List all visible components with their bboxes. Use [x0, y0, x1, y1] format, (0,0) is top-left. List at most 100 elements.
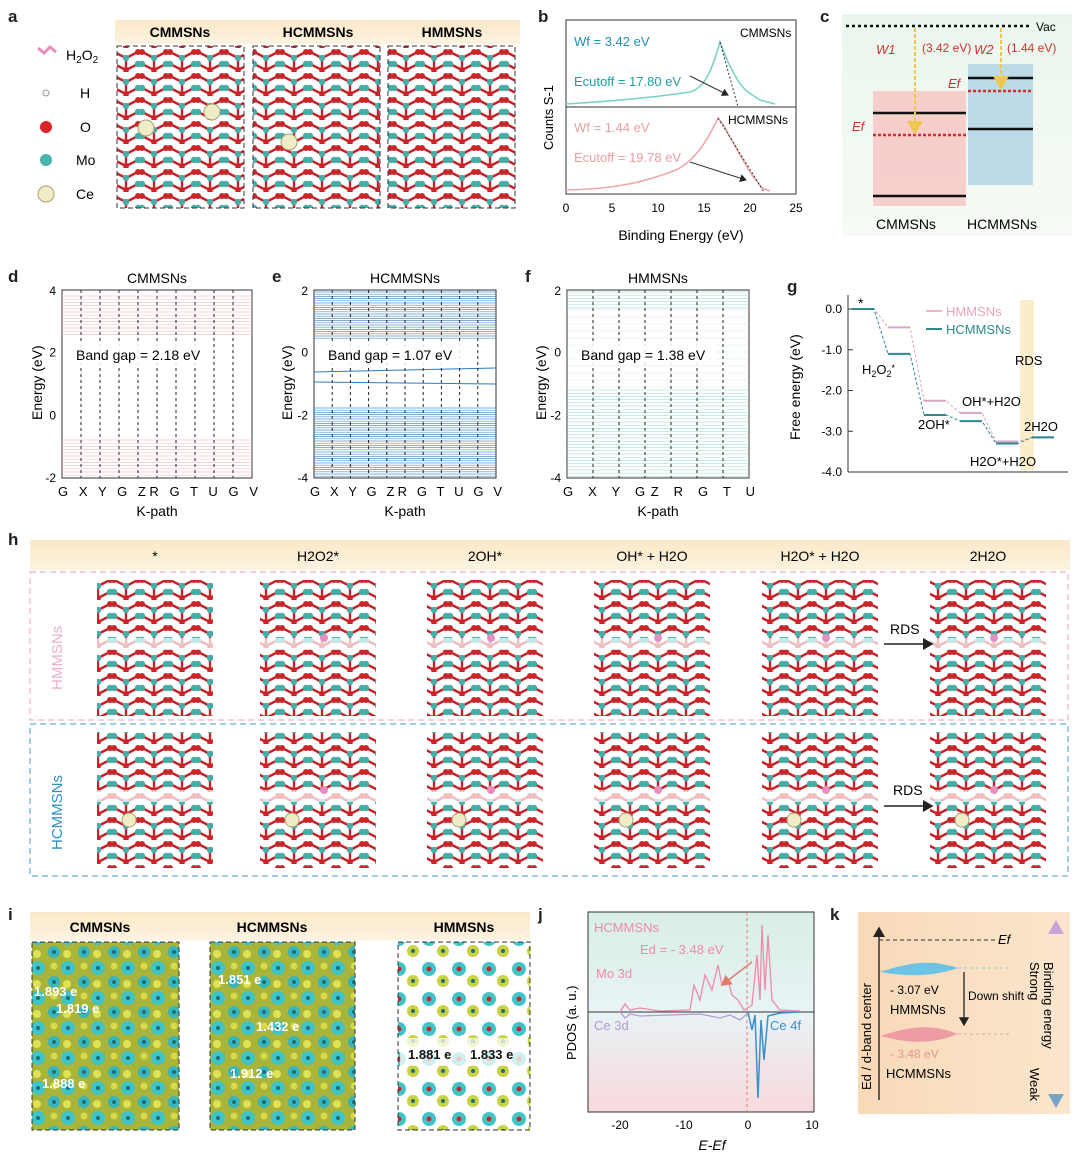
structure-hcmmsns: [252, 45, 381, 209]
panel-j: HCMMSNs Ed = - 3.48 eV Mo 3d Ce 3d Ce 4f…: [564, 911, 819, 1153]
ups-x-ticks: 0 5 10 15 20 25: [563, 201, 803, 215]
charge-header-1: CMMSNs: [70, 919, 131, 935]
panel-letter-k: k: [830, 905, 840, 924]
pdos-label-ce3d: Ce 3d: [594, 1018, 629, 1033]
interlayer-gap: [762, 638, 878, 650]
dband-ef-label: Ef: [998, 932, 1012, 947]
band-kpath-labels: G X Y G ZR G T U G V: [310, 484, 502, 499]
dband-weak-label: Weak: [1027, 1068, 1042, 1101]
w1-value: (3.42 eV): [922, 41, 971, 55]
g-y-tick: -4.0: [821, 465, 842, 479]
band-panel-cmmsns: CMMSNs Band gap = 2.18 eV 4 2 0 -2G X Y G ZR …: [29, 270, 258, 519]
ups-cutoff-hcmmsns: Ecutoff = 19.78 eV: [574, 150, 681, 165]
pdos-label-ce4f: Ce 4f: [770, 1018, 801, 1033]
pathway-step-label: H2O2*: [297, 548, 340, 564]
panel-i: CMMSNs HCMMSNs HMMSNs 1.893 e 1.819 e 1.…: [30, 912, 531, 1131]
panel-a: CMMSNs HCMMSNs HMMSNs H2O2 H O Mo Ce: [37, 20, 520, 209]
ed-arrow: [720, 961, 753, 986]
band-y-tick: -4: [297, 471, 308, 485]
ce-atom: [137, 119, 155, 137]
panel-letter-h: h: [8, 530, 18, 549]
rds-label-hmmsns: RDS: [890, 621, 920, 637]
interlayer-gap: [97, 790, 213, 802]
ce-atom: [954, 812, 970, 828]
pathway-step-label: *: [152, 548, 158, 564]
band-title: HCMMSNs: [370, 270, 440, 286]
adsorbate-atom: [320, 634, 328, 642]
ups-x-tick: 15: [697, 201, 711, 215]
pdos-x-ticks: -20 -10 0 10: [611, 1118, 819, 1132]
band-gap-label-bg: [72, 343, 210, 365]
panel-g: 0.0 -1.0 -2.0 -3.0 -4.0 Free energy (eV) HMM…: [787, 295, 1068, 479]
pathway-step-label: OH* + H2O: [616, 548, 687, 564]
dband-strong-label: Strong: [1027, 962, 1042, 1000]
band-panel-hcmmsns: HCMMSNs Band gap = 1.07 eV 2 0 -2 -4G X Y G Z…: [279, 270, 502, 519]
charge-value: 1.912 e: [230, 1066, 273, 1081]
binding-energy-arrow-head-up: [1048, 920, 1064, 934]
g-y-tick: -3.0: [821, 424, 842, 438]
panel-letter-b: b: [538, 7, 548, 26]
free-energy-series: [852, 308, 1054, 445]
ups-x-tick: 10: [651, 201, 665, 215]
ups-cutoff-cmmsns: Ecutoff = 17.80 eV: [574, 74, 681, 89]
interlayer-gap: [762, 790, 878, 802]
band-gap-label: Band gap = 1.07 eV: [328, 347, 453, 363]
pdos-label-hcmmsns: HCMMSNs: [594, 920, 659, 935]
ce-atom: [618, 812, 634, 828]
band-kpath-labels: G X Y G ZR G T U G V: [58, 484, 258, 499]
charge-gap-hmmsns: [400, 1038, 528, 1066]
interlayer-gap: [594, 790, 710, 802]
band-y-tick: -4: [550, 471, 561, 485]
panel-letter-e: e: [272, 267, 281, 286]
adsorbate-atom: [654, 634, 662, 642]
pathway-step-label: H2O* + H2O: [781, 548, 860, 564]
ce-atom: [121, 812, 137, 828]
pathway-step-label: 2OH*: [468, 548, 503, 564]
band-y-axis-label: Energy (eV): [29, 345, 45, 420]
charge-map-cmmsns: [31, 941, 180, 1131]
g-y-tick: 0.0: [825, 302, 842, 316]
cerium-atom-icon: [37, 185, 55, 203]
oxygen-atom-icon: [40, 121, 52, 133]
pdos-label-mo3d: Mo 3d: [596, 966, 632, 981]
g-annot-star: *: [858, 295, 864, 311]
dband-value-hmmsns: - 3.07 eV: [890, 983, 939, 997]
dband-shift-label: Down shift: [968, 989, 1025, 1003]
hydrogen-atom-icon: [42, 89, 50, 97]
ups-curve-hcmmsns: [565, 116, 771, 192]
band-x-axis-label: K-path: [136, 503, 177, 519]
band-y-axis-label: Energy (eV): [279, 345, 295, 420]
adsorbate-atom: [320, 786, 328, 794]
panel-a-header-1: CMMSNs: [150, 24, 211, 40]
band-gap-label: Band gap = 1.38 eV: [581, 347, 706, 363]
band-kpath-labels: G X Y GZ R G T U: [563, 484, 755, 499]
dband-name-hcmmsns: HCMMSNs: [886, 1066, 951, 1081]
ups-y-axis-label: Counts S-1: [541, 85, 556, 150]
pathway-header-band: [30, 540, 1070, 570]
adsorbate-atom: [654, 786, 662, 794]
band-x-axis-label: K-path: [637, 503, 678, 519]
charge-value: 1.432 e: [256, 1019, 299, 1034]
band-title: HMMSNs: [628, 270, 688, 286]
ce-atom: [451, 812, 467, 828]
panel-h: * H2O2* 2OH* OH* + H2O H2O* + H2O 2H2O HMMSNs…: [29, 540, 1070, 877]
interlayer-gap: [427, 790, 543, 802]
panel-letter-c: c: [820, 7, 829, 26]
pdos-x-tick: -10: [675, 1118, 693, 1132]
ups-wf-cmmsns: Wf = 3.42 eV: [574, 34, 650, 49]
w2-label: W2: [974, 42, 994, 57]
panel-letter-i: i: [8, 905, 13, 924]
ups-x-axis-label: Binding Energy (eV): [618, 227, 743, 243]
band-y-tick: -2: [550, 408, 561, 422]
ups-arrow-cmmsns: [689, 75, 729, 96]
interlayer-gap: [594, 638, 710, 650]
charge-value: 1.819 e: [56, 1001, 99, 1016]
ce-atom: [284, 812, 300, 828]
charge-value: 1.888 e: [42, 1076, 85, 1091]
legend-ce: Ce: [76, 186, 94, 202]
g-y-tick: -1.0: [821, 343, 842, 357]
band-y-tick: 0: [301, 346, 308, 360]
charge-map-hcmmsns: [209, 941, 356, 1131]
ups-x-tick: 20: [743, 201, 757, 215]
